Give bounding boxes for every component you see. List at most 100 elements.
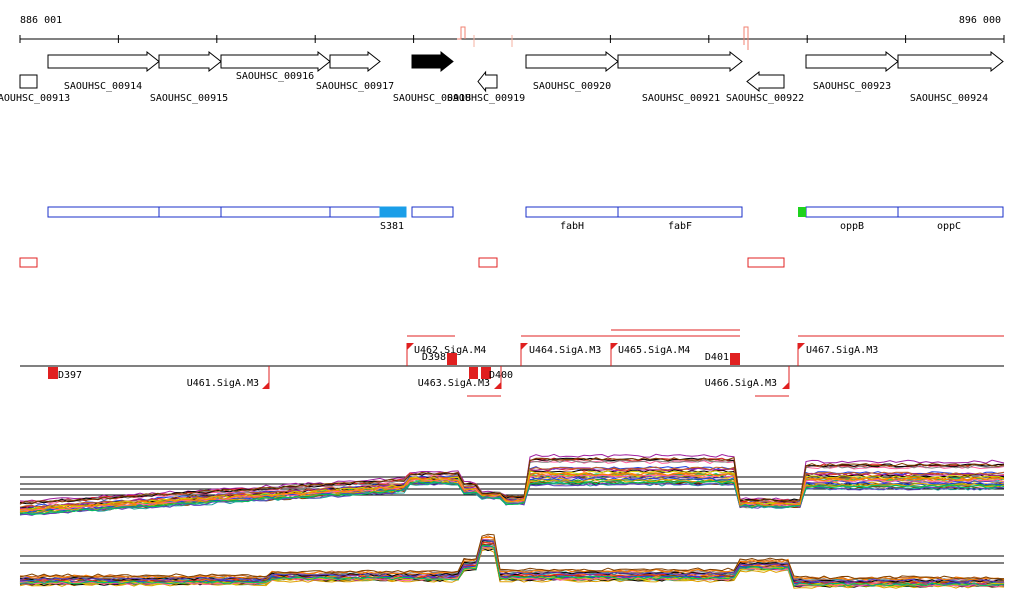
gene-arrow[interactable] xyxy=(47,50,160,73)
gene-saouhsc-00922: SAOUHSC_00922 xyxy=(726,70,804,104)
profile-series-line xyxy=(19,472,1005,512)
promoter-flag xyxy=(521,343,528,350)
ruler-end-label: 896 000 xyxy=(959,15,1001,26)
terminator-label: D398 xyxy=(422,352,446,363)
gene-label: SAOUHSC_00921 xyxy=(642,93,720,104)
operon-box: fabF xyxy=(617,206,743,232)
gene-label: SAOUHSC_00924 xyxy=(910,93,988,104)
operon-box: oppB xyxy=(798,206,899,232)
ruler-feature-marker xyxy=(743,26,749,50)
gene-arrow[interactable] xyxy=(746,70,785,93)
promoter-label: U467.SigA.M3 xyxy=(806,345,878,356)
forward-promoter: U462.SigA.M4 xyxy=(406,343,486,366)
gene-arrow[interactable] xyxy=(617,50,743,73)
gene-saouhsc-00920: SAOUHSC_00920 xyxy=(525,50,619,92)
operon-box: S381 xyxy=(379,206,407,232)
gene-label: SAOUHSC_00913 xyxy=(0,93,70,104)
operon-label: oppB xyxy=(840,221,864,232)
promoter-flag xyxy=(407,343,414,350)
gene-saouhsc-00918: SAOUHSC_00918 xyxy=(393,50,471,104)
coordinate-ruler: 886 001 896 000 xyxy=(19,15,1005,50)
operon-label: fabH xyxy=(560,221,584,232)
promoter-label: U464.SigA.M3 xyxy=(529,345,601,356)
expression-profile-panel-upper xyxy=(19,453,1005,516)
gene-arrow[interactable] xyxy=(329,50,381,73)
terminator-block xyxy=(730,353,740,365)
promoter-flag xyxy=(262,382,269,389)
operon-box xyxy=(47,206,381,218)
promoter-label: U466.SigA.M3 xyxy=(705,378,777,389)
operon-rect[interactable] xyxy=(617,206,743,218)
operon-rect[interactable] xyxy=(897,206,1004,218)
gene-saouhsc-00923: SAOUHSC_00923 xyxy=(805,50,899,92)
gene-label: SAOUHSC_00914 xyxy=(64,81,142,92)
gene-arrow[interactable] xyxy=(477,70,498,93)
terminator-block xyxy=(447,353,457,365)
ruler-markers xyxy=(457,26,749,50)
forward-promoter: U464.SigA.M3 xyxy=(520,343,601,366)
terminator: D398 xyxy=(422,352,457,365)
gene-label: SAOUHSC_00915 xyxy=(150,93,228,104)
gene-saouhsc-00917: SAOUHSC_00917 xyxy=(316,50,394,92)
operon-rect[interactable] xyxy=(805,206,899,218)
reverse-promoter: U466.SigA.M3 xyxy=(705,366,790,389)
gene-label: SAOUHSC_00922 xyxy=(726,93,804,104)
terminator-label: D401 xyxy=(705,352,729,363)
gene-saouhsc-00921: SAOUHSC_00921 xyxy=(617,50,743,104)
gene-arrow[interactable] xyxy=(19,74,38,89)
operon-label: oppC xyxy=(937,221,961,232)
gene-label: SAOUHSC_00919 xyxy=(447,93,525,104)
promoter-flag xyxy=(611,343,618,350)
gene-saouhsc-00913: SAOUHSC_00913 xyxy=(0,74,70,104)
promoter-flag xyxy=(494,382,501,389)
promoter-flag xyxy=(782,382,789,389)
expression-profile-panel-lower xyxy=(19,533,1005,589)
red-feature-box xyxy=(19,257,38,268)
gene-arrow[interactable] xyxy=(525,50,619,73)
gene-saouhsc-00915: SAOUHSC_00915 xyxy=(150,50,228,104)
forward-promoter: U465.SigA.M4 xyxy=(610,343,690,366)
gene-label: SAOUHSC_00916 xyxy=(236,71,314,82)
terminator: D401 xyxy=(705,352,740,365)
reverse-promoter: U463.SigA.M3 xyxy=(418,366,502,389)
gene-label: SAOUHSC_00918 xyxy=(393,93,471,104)
promoter-flag xyxy=(798,343,805,350)
forward-promoter: U467.SigA.M3 xyxy=(797,343,878,366)
profile-series-line xyxy=(19,456,1005,505)
terminator-block xyxy=(48,367,58,379)
profile-series-line xyxy=(19,544,1005,587)
terminator: D397 xyxy=(48,367,82,381)
terminator-block xyxy=(481,367,491,379)
operon-box: fabH xyxy=(525,206,619,232)
red-feature-box xyxy=(478,257,498,268)
terminator-block xyxy=(469,367,478,379)
gene-arrow[interactable] xyxy=(805,50,899,73)
gene-saouhsc-00916: SAOUHSC_00916 xyxy=(220,50,331,82)
operon-box xyxy=(411,206,454,218)
terminator-label: D397 xyxy=(58,370,82,381)
terminator: D400 xyxy=(481,367,513,381)
ruler-feature-marker xyxy=(457,26,466,40)
profile-series-line xyxy=(19,539,1005,583)
gene-label: SAOUHSC_00917 xyxy=(316,81,394,92)
gene-label: SAOUHSC_00920 xyxy=(533,81,611,92)
operon-label: S381 xyxy=(380,221,404,232)
operon-green-marker xyxy=(798,207,806,217)
gene-arrow[interactable] xyxy=(897,50,1004,73)
gene-arrow[interactable] xyxy=(158,50,222,73)
gene-arrow[interactable] xyxy=(220,50,331,73)
ruler-start-label: 886 001 xyxy=(20,15,62,26)
reverse-promoter: U461.SigA.M3 xyxy=(187,366,270,389)
profile-series-line xyxy=(19,457,1005,504)
gene-saouhsc-00919: SAOUHSC_00919 xyxy=(447,70,525,104)
profile-series-line xyxy=(19,533,1005,580)
operon-rect[interactable] xyxy=(525,206,619,218)
profile-series-line xyxy=(19,536,1005,581)
operon-rect[interactable] xyxy=(379,206,407,218)
operon-track: S381 fabH fabF oppB oppC xyxy=(47,206,1004,232)
promoter-label: U465.SigA.M4 xyxy=(618,345,690,356)
gene-arrow[interactable] xyxy=(411,50,454,73)
operon-rect[interactable] xyxy=(411,206,454,218)
